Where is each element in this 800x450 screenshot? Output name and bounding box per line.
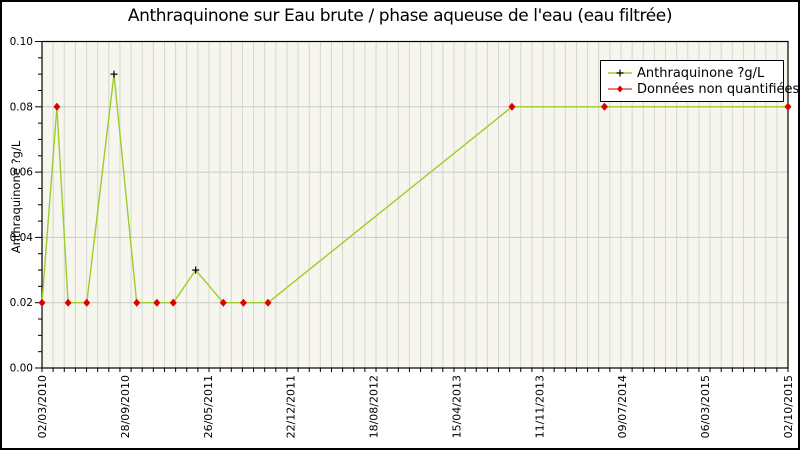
data-point-non-quantified-diamond-icon <box>264 298 272 307</box>
x-tick-label: 09/07/2014 <box>616 375 629 438</box>
legend-line-diamond-icon <box>608 85 632 93</box>
x-tick-label: 28/09/2010 <box>119 375 132 438</box>
x-axis-ticks <box>41 368 789 372</box>
data-point-quantified-plus-icon <box>192 266 200 274</box>
x-tick-label: 06/03/2015 <box>699 375 712 438</box>
legend-label-anthraquinone: Anthraquinone ?g/L <box>637 65 765 81</box>
data-point-non-quantified-diamond-icon <box>169 298 177 307</box>
data-point-non-quantified-diamond-icon <box>239 298 247 307</box>
legend-entry-non-quantified: Données non quantifiées <box>607 82 798 97</box>
x-tick-label: 15/04/2013 <box>450 375 463 438</box>
data-point-markers <box>38 70 792 307</box>
data-point-non-quantified-diamond-icon <box>53 102 61 111</box>
x-tick-label: 02/03/2010 <box>36 375 49 438</box>
legend: Anthraquinone ?g/L Données non quantifié… <box>600 60 798 102</box>
data-point-non-quantified-diamond-icon <box>38 298 46 307</box>
x-tick-label: 26/05/2011 <box>202 375 215 438</box>
chart-title: Anthraquinone sur Eau brute / phase aque… <box>127 6 673 26</box>
legend-line-plus-icon <box>608 69 632 77</box>
data-point-non-quantified-diamond-icon <box>83 298 91 307</box>
data-point-non-quantified-diamond-icon <box>64 298 72 307</box>
data-point-non-quantified-diamond-icon <box>600 102 608 111</box>
data-point-quantified-plus-icon <box>110 70 118 78</box>
y-tick-label: 0.02 <box>10 297 33 309</box>
y-tick-label: 0.00 <box>10 363 33 375</box>
y-tick-label: 0.10 <box>10 36 33 48</box>
y-tick-label: 0.06 <box>10 167 34 179</box>
legend-label-non-quantified: Données non quantifiées <box>637 81 800 97</box>
data-point-non-quantified-diamond-icon <box>784 102 792 111</box>
x-tick-label: 02/10/2015 <box>782 375 795 438</box>
x-tick-label: 22/12/2011 <box>285 375 298 438</box>
x-tick-label: 18/08/2012 <box>368 375 381 438</box>
data-point-non-quantified-diamond-icon <box>508 102 516 111</box>
data-point-non-quantified-diamond-icon <box>153 298 161 307</box>
y-tick-label: 0.04 <box>10 232 34 244</box>
legend-entry-anthraquinone: Anthraquinone ?g/L <box>607 66 783 81</box>
x-tick-label: 11/11/2013 <box>533 375 546 438</box>
vertical-gridlines <box>52 41 778 368</box>
x-tick-labels: 02/03/2010 28/09/2010 26/05/2011 22/12/2011… <box>36 375 795 438</box>
y-tick-label: 0.08 <box>10 101 33 113</box>
data-point-non-quantified-diamond-icon <box>133 298 141 307</box>
y-tick-labels: 0.00 0.02 0.04 0.06 0.08 0.10 <box>10 36 34 375</box>
data-point-non-quantified-diamond-icon <box>219 298 227 307</box>
y-axis-ticks <box>35 41 42 369</box>
